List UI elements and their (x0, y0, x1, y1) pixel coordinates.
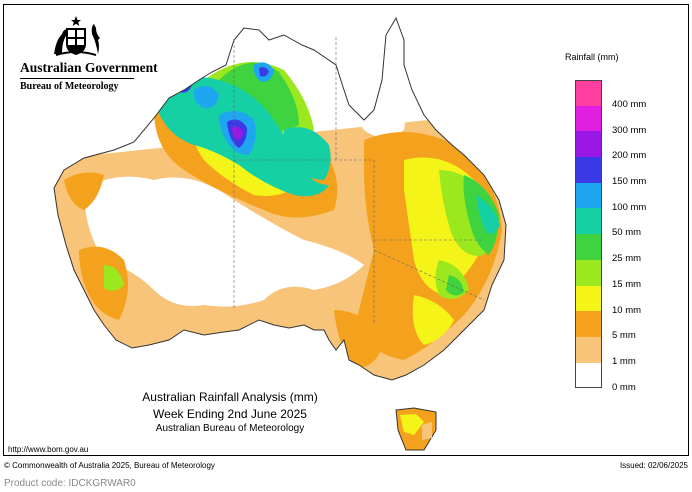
legend-row: 10 mm (575, 285, 685, 316)
legend-row: 150 mm (575, 157, 685, 187)
issued-date: Issued: 02/06/2025 (619, 461, 688, 470)
caption-source: Australian Bureau of Meteorology (155, 423, 305, 434)
legend-swatch (575, 105, 602, 132)
legend-label: 100 mm (612, 201, 647, 213)
legend-swatch (575, 131, 602, 158)
legend-label: 50 mm (612, 227, 642, 239)
government-logo: Australian Government Bureau of Meteorol… (20, 14, 158, 92)
legend-row: 0 mm (575, 362, 685, 393)
legend-label: 25 mm (612, 253, 642, 265)
product-code: Product code: IDCKGRWAR0 (4, 478, 136, 489)
caption-period: Week Ending 2nd June 2025 (153, 407, 307, 421)
legend-swatch (575, 208, 602, 235)
legend-label: 10 mm (612, 304, 642, 316)
legend-row: 400 mm (575, 80, 685, 110)
legend-swatch (575, 157, 602, 183)
legend-label: 5 mm (612, 330, 636, 342)
legend-label: 1 mm (612, 355, 636, 367)
legend-swatch (575, 311, 602, 337)
copyright-notice: © Commonwealth of Australia 2025, Bureau… (4, 461, 215, 470)
legend-label: 400 mm (612, 99, 647, 110)
legend-label: 150 mm (612, 176, 647, 188)
legend-row: 5 mm (575, 311, 685, 341)
bureau-name: Bureau of Meteorology (20, 81, 119, 92)
legend-swatch (575, 336, 602, 363)
legend-swatch (575, 362, 602, 389)
rainfall-legend: Rainfall (mm) 400 mm 300 mm 200 mm 150 m… (565, 52, 685, 393)
legend-row: 15 mm (575, 259, 685, 290)
legend-label: 300 mm (612, 124, 647, 136)
legend-swatch (575, 259, 602, 286)
legend-label: 200 mm (612, 150, 647, 162)
legend-swatch (575, 234, 602, 260)
legend-row: 1 mm (575, 336, 685, 367)
legend-swatch (575, 182, 602, 209)
legend-label: 15 mm (612, 278, 642, 290)
map-caption: Australian Rainfall Analysis (mm) Week E… (120, 390, 340, 434)
coat-of-arms-icon (54, 16, 100, 56)
legend-row: 300 mm (575, 105, 685, 136)
legend-label: 0 mm (612, 381, 636, 393)
legend-row: 200 mm (575, 131, 685, 161)
legend-row: 25 mm (575, 234, 685, 264)
government-name: Australian Government (20, 60, 158, 75)
legend-row: 50 mm (575, 208, 685, 238)
legend-row: 100 mm (575, 182, 685, 213)
logo-divider (20, 78, 134, 79)
caption-title: Australian Rainfall Analysis (mm) (142, 390, 318, 404)
rainfall-map (53, 17, 507, 451)
bom-url: http://www.bom.gov.au (8, 445, 89, 454)
legend-title: Rainfall (mm) (565, 52, 619, 62)
legend-swatch (575, 80, 602, 106)
legend-swatch (575, 285, 602, 312)
